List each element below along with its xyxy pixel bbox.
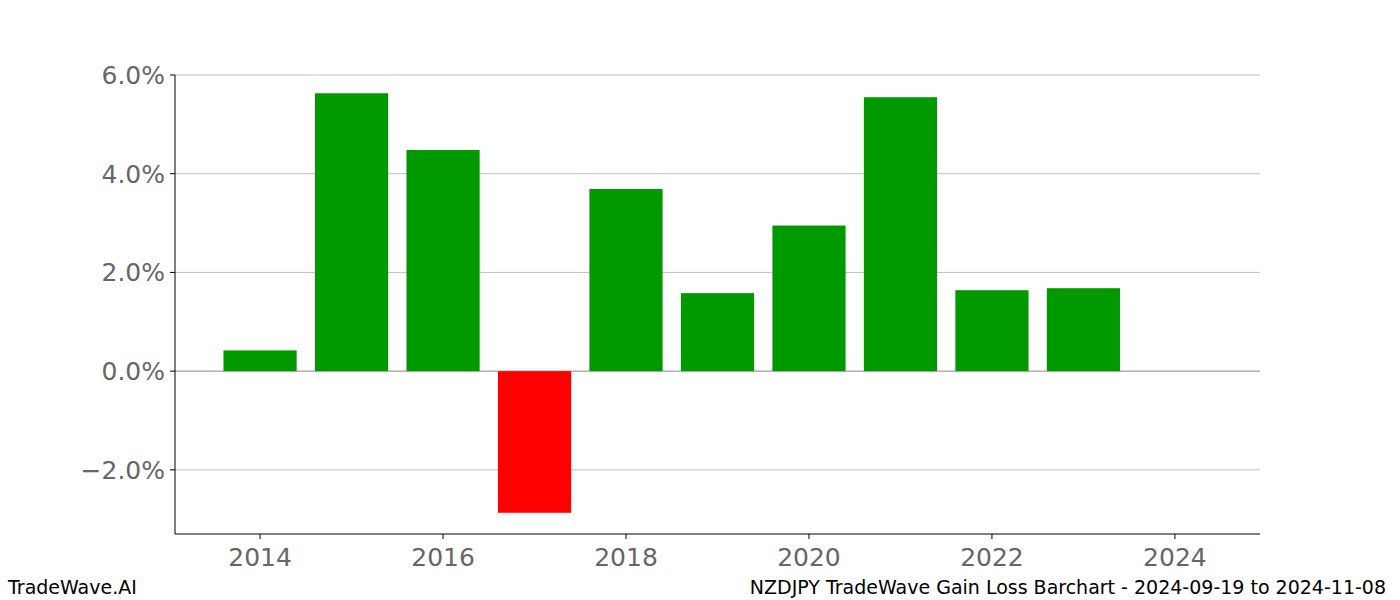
y-tick	[170, 75, 175, 76]
bar	[772, 226, 845, 372]
y-tick-label: −2.0%	[81, 456, 165, 485]
bars	[223, 93, 1120, 513]
grid-line	[175, 75, 1260, 76]
x-tick	[626, 534, 627, 539]
x-axis-line	[175, 534, 1260, 535]
x-tick-label: 2014	[228, 543, 292, 572]
y-tick-label: 2.0%	[101, 258, 165, 287]
bar	[315, 93, 388, 371]
grid	[175, 75, 1260, 470]
y-axis-line	[175, 75, 176, 534]
x-tick-label: 2022	[960, 543, 1024, 572]
x-tick	[991, 534, 992, 539]
title: NZDJPY TradeWave Gain Loss Barchart - 20…	[750, 576, 1386, 598]
chart: 6.0% 4.0% 2.0% 0.0% −2.0% 2014 2016 2018 2020 202…	[0, 0, 1400, 600]
bar	[406, 150, 479, 371]
x-tick-label: 2016	[411, 543, 475, 572]
y-tick-label: 0.0%	[101, 357, 165, 386]
bar	[681, 293, 754, 371]
bar	[223, 350, 296, 371]
x-tick	[260, 534, 261, 539]
bar	[955, 290, 1028, 371]
bar	[864, 97, 937, 371]
x-tick	[1174, 534, 1175, 539]
watermark: TradeWave.AI	[7, 576, 137, 598]
x-tick-label: 2024	[1143, 543, 1207, 572]
y-tick-label: 6.0%	[101, 61, 165, 90]
x-tick-label: 2018	[594, 543, 658, 572]
y-tick	[170, 371, 175, 372]
y-tick	[170, 272, 175, 273]
bar	[589, 189, 662, 371]
x-tick	[443, 534, 444, 539]
y-tick	[170, 173, 175, 174]
y-tick	[170, 469, 175, 470]
bar	[498, 371, 571, 513]
x-tick	[808, 534, 809, 539]
bar	[1047, 288, 1120, 371]
y-tick-label: 4.0%	[101, 160, 165, 189]
x-tick-label: 2020	[777, 543, 841, 572]
grid-line	[175, 469, 1260, 470]
